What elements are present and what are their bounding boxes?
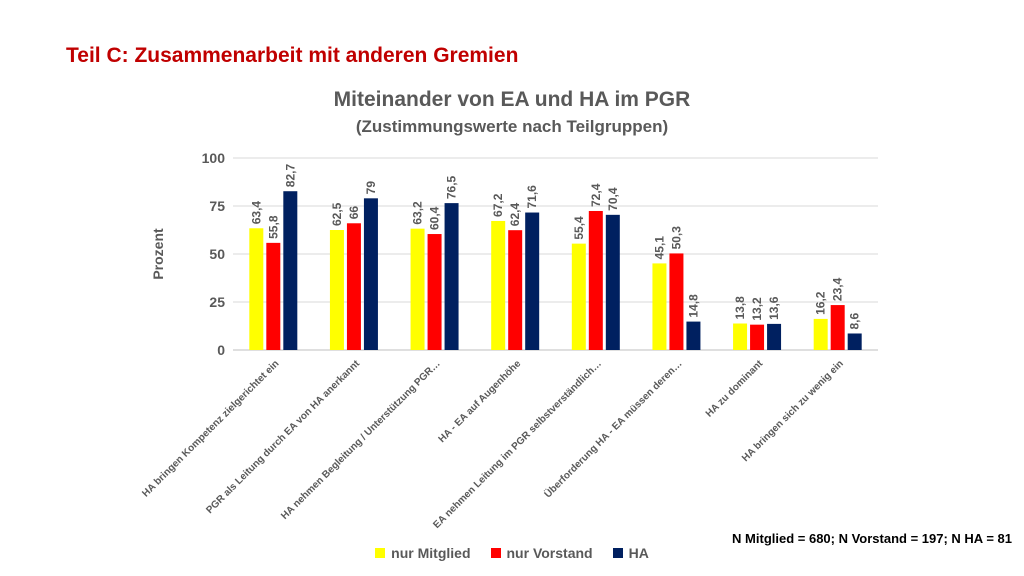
bar-2-6: [669, 253, 684, 350]
data-label-2-7: 13,2: [750, 297, 764, 321]
y-tick-label-75: 75: [209, 198, 225, 214]
bar-1-8: [813, 318, 828, 350]
y-tick-label-100: 100: [202, 150, 226, 166]
bar-3-8: [847, 333, 862, 350]
bar-2-4: [508, 230, 523, 350]
legend-item-ha: HA: [612, 545, 649, 561]
x-tick-label-7: HA zu dominant: [704, 358, 766, 420]
legend-item-nur-vorstand: nur Vorstand: [490, 545, 593, 561]
legend-swatch-nur-mitglied: [375, 548, 386, 558]
legend-swatch-ha: [612, 548, 623, 558]
data-label-3-3: 76,5: [445, 175, 459, 199]
data-label-1-5: 55,4: [572, 216, 586, 240]
sample-size-note: N Mitglied = 680; N Vorstand = 197; N HA…: [732, 531, 1012, 546]
data-label-2-5: 72,4: [589, 183, 603, 207]
data-label-3-7: 13,6: [767, 296, 781, 320]
bar-1-3: [410, 228, 425, 350]
bar-3-2: [363, 198, 378, 350]
bar-1-5: [571, 243, 586, 350]
bar-1-2: [329, 230, 344, 350]
data-label-2-8: 23,4: [831, 277, 845, 301]
data-label-1-7: 13,8: [733, 296, 747, 320]
x-tick-label-4: HA - EA auf Augenhöhe: [437, 358, 524, 445]
x-tick-label-1: HA bringen Kompetenz zielgerichtet ein: [140, 358, 281, 499]
legend-swatch-nur-vorstand: [490, 548, 501, 558]
chart-legend: nur Mitglied nur Vorstand HA: [0, 545, 1024, 561]
x-tick-label-6: Überforderung HA - EA müssen deren…: [541, 357, 684, 500]
data-label-2-1: 55,8: [266, 215, 280, 239]
data-label-2-2: 66: [347, 206, 361, 220]
data-label-1-8: 16,2: [814, 291, 828, 315]
bar-3-1: [283, 191, 298, 350]
legend-item-nur-mitglied: nur Mitglied: [375, 545, 471, 561]
bar-3-5: [605, 214, 620, 350]
bar-1-6: [652, 263, 667, 350]
bar-2-3: [427, 234, 442, 350]
y-tick-label-50: 50: [209, 246, 225, 262]
x-tick-label-3: HA nehmen Begleitung / Unterstützung PGR…: [279, 358, 442, 521]
y-axis-label: Prozent: [150, 228, 166, 280]
slide-title: Teil C: Zusammenarbeit mit anderen Gremi…: [66, 44, 519, 67]
chart-title: Miteinander von EA und HA im PGR: [333, 88, 691, 111]
data-label-1-6: 45,1: [652, 236, 666, 260]
data-label-1-2: 62,5: [330, 202, 344, 226]
data-label-1-3: 63,2: [411, 201, 425, 225]
bar-3-3: [444, 203, 459, 350]
data-label-3-6: 14,8: [686, 294, 700, 318]
legend-label-nur-vorstand: nur Vorstand: [506, 545, 593, 561]
chart-subtitle: (Zustimmungswerte nach Teilgruppen): [355, 117, 669, 136]
x-tick-label-2: PGR als Leitung durch EA von HA anerkann…: [204, 358, 362, 516]
data-label-1-4: 67,2: [491, 193, 505, 217]
bar-2-2: [346, 223, 361, 350]
bar-1-4: [491, 220, 506, 350]
bar-2-7: [750, 324, 765, 350]
data-label-3-2: 79: [364, 181, 378, 195]
bar-3-4: [525, 212, 540, 350]
data-label-3-1: 82,7: [283, 164, 297, 188]
data-label-2-6: 50,3: [669, 226, 683, 250]
bar-3-7: [767, 323, 782, 350]
data-label-3-5: 70,4: [606, 187, 620, 211]
legend-label-nur-mitglied: nur Mitglied: [391, 545, 471, 561]
data-label-2-4: 62,4: [508, 203, 522, 227]
y-tick-label-0: 0: [217, 342, 225, 358]
bar-1-7: [733, 323, 748, 350]
data-label-3-4: 71,6: [525, 185, 539, 209]
data-label-2-3: 60,4: [428, 206, 442, 230]
bar-2-5: [588, 210, 603, 350]
bar-2-8: [830, 305, 845, 350]
legend-label-ha: HA: [628, 545, 649, 561]
bar-1-1: [249, 228, 264, 350]
data-label-3-8: 8,6: [848, 312, 862, 329]
bar-3-6: [686, 321, 701, 350]
y-tick-label-25: 25: [209, 294, 225, 310]
bar-2-1: [266, 242, 281, 350]
data-label-1-1: 63,4: [249, 201, 263, 225]
x-tick-label-5: EA nehmen Leitung im PGR selbstverständl…: [431, 358, 604, 531]
